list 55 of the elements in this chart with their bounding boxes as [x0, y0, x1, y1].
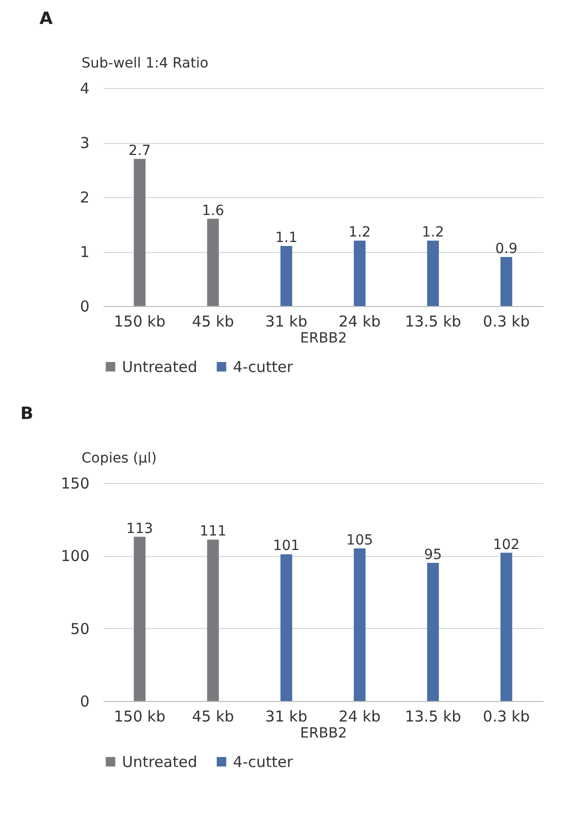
chart-title: A	[39, 9, 54, 29]
data-label: 0.9	[495, 240, 518, 257]
x-axis-title: ERBB2	[300, 726, 347, 742]
y-tick-label: 0	[80, 692, 90, 710]
legend-label: Untreated	[122, 358, 198, 376]
data-label: 1.2	[348, 224, 371, 241]
y-tick-label: 4	[80, 80, 90, 98]
y-axis-title: Copies (µl)	[82, 450, 157, 466]
bar	[427, 240, 439, 306]
legend-label: 4-cutter	[233, 752, 294, 771]
y-axis-title: Sub-well 1:4 Ratio	[82, 56, 208, 72]
data-label: 2.7	[128, 142, 151, 159]
bar	[280, 246, 292, 306]
data-label: 1.1	[275, 230, 298, 246]
bar	[207, 540, 219, 701]
y-tick-label: 1	[80, 243, 90, 261]
x-axis-title: ERBB2	[300, 330, 347, 346]
x-tick-label: 31 kb	[265, 708, 308, 726]
legend-label: Untreated	[122, 752, 198, 771]
x-tick-label: 0.3 kb	[482, 312, 530, 330]
bar	[354, 548, 366, 701]
bar	[500, 552, 512, 701]
y-tick-label: 50	[70, 620, 90, 638]
bar	[207, 218, 219, 306]
chart-title: B	[20, 404, 34, 424]
x-tick-label: 31 kb	[265, 312, 308, 330]
data-label: 102	[492, 536, 520, 553]
x-tick-label: 24 kb	[338, 708, 381, 726]
legend-label: 4-cutter	[233, 358, 294, 376]
bar	[354, 240, 366, 306]
x-tick-label: 13.5 kb	[404, 708, 462, 726]
x-tick-label: 13.5 kb	[404, 312, 462, 330]
x-tick-label: 150 kb	[114, 312, 166, 330]
data-label: 1.6	[202, 202, 224, 219]
data-label: 101	[272, 538, 300, 554]
data-label: 95	[424, 546, 442, 563]
bar	[427, 562, 439, 701]
y-tick-label: 150	[60, 474, 90, 492]
bar	[500, 256, 512, 306]
bar	[134, 536, 146, 701]
data-label: 111	[200, 524, 226, 540]
y-tick-label: 3	[80, 134, 90, 152]
x-tick-label: 45 kb	[192, 312, 234, 330]
y-tick-label: 2	[80, 188, 90, 206]
bar	[280, 554, 292, 701]
x-tick-label: 45 kb	[192, 708, 234, 726]
x-tick-label: 0.3 kb	[482, 708, 530, 726]
bar	[134, 158, 146, 306]
data-label: 105	[346, 532, 374, 548]
y-tick-label: 100	[60, 547, 90, 566]
x-tick-label: 24 kb	[338, 312, 381, 330]
y-tick-label: 0	[80, 298, 90, 316]
data-label: 1.2	[422, 224, 444, 241]
data-label: 113	[126, 520, 154, 537]
x-tick-label: 150 kb	[114, 708, 166, 726]
